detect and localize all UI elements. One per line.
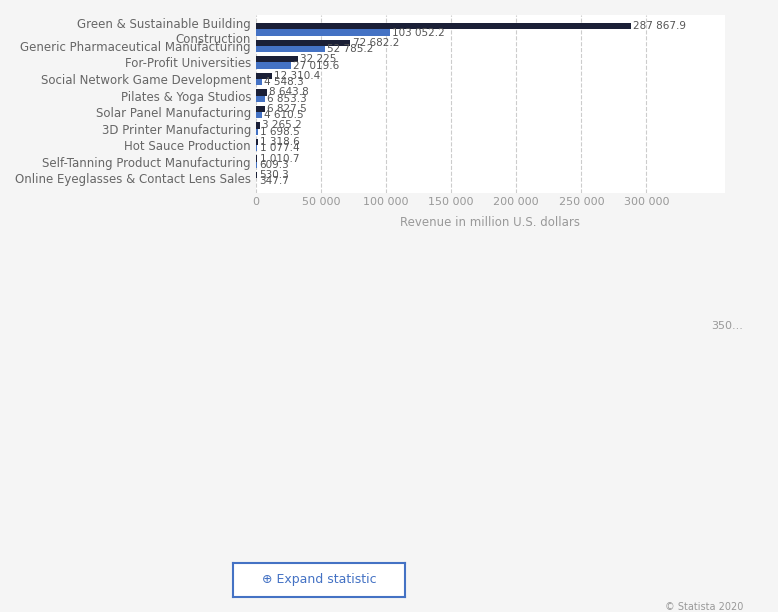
Text: 32 225: 32 225 [300, 54, 337, 64]
Bar [256, 145, 258, 151]
Text: 347.7: 347.7 [258, 176, 289, 187]
Text: 287 867.9: 287 867.9 [633, 21, 686, 31]
Text: 72 682.2: 72 682.2 [353, 38, 399, 48]
Bar [256, 46, 324, 52]
Text: © Statista 2020: © Statista 2020 [664, 602, 743, 611]
Bar [256, 56, 298, 62]
Bar [256, 162, 257, 168]
Text: 1 698.5: 1 698.5 [261, 127, 300, 136]
Text: 1 077.4: 1 077.4 [260, 143, 300, 154]
Bar [256, 79, 261, 85]
Bar [256, 106, 265, 112]
Bar [256, 112, 262, 118]
Text: 530.3: 530.3 [259, 170, 289, 180]
Text: 4 610.5: 4 610.5 [265, 110, 304, 120]
Bar [256, 155, 258, 162]
Bar [256, 122, 260, 129]
Bar [256, 23, 631, 29]
Bar [256, 139, 258, 145]
Bar [256, 89, 267, 95]
Bar [256, 62, 291, 69]
Text: 6 827.5: 6 827.5 [267, 104, 307, 114]
Text: 12 310.4: 12 310.4 [274, 71, 321, 81]
Text: 103 052.2: 103 052.2 [392, 28, 445, 37]
Bar [256, 95, 265, 102]
Text: 3 265.2: 3 265.2 [262, 121, 302, 130]
Text: 52 785.2: 52 785.2 [327, 44, 373, 54]
Bar [256, 73, 272, 79]
Text: ⊕ Expand statistic: ⊕ Expand statistic [261, 573, 377, 586]
Text: 6 853.3: 6 853.3 [267, 94, 307, 103]
Text: 1 010.7: 1 010.7 [260, 154, 299, 163]
Text: 4 548.3: 4 548.3 [264, 77, 304, 87]
Text: 350...: 350... [712, 321, 744, 330]
X-axis label: Revenue in million U.S. dollars: Revenue in million U.S. dollars [400, 216, 580, 229]
Text: 1 318.6: 1 318.6 [260, 137, 300, 147]
Text: 8 643.8: 8 643.8 [269, 88, 309, 97]
Bar [256, 129, 258, 135]
Bar [256, 40, 350, 46]
Text: 27 019.6: 27 019.6 [293, 61, 340, 70]
Bar [256, 29, 390, 35]
Text: 609.3: 609.3 [259, 160, 289, 170]
